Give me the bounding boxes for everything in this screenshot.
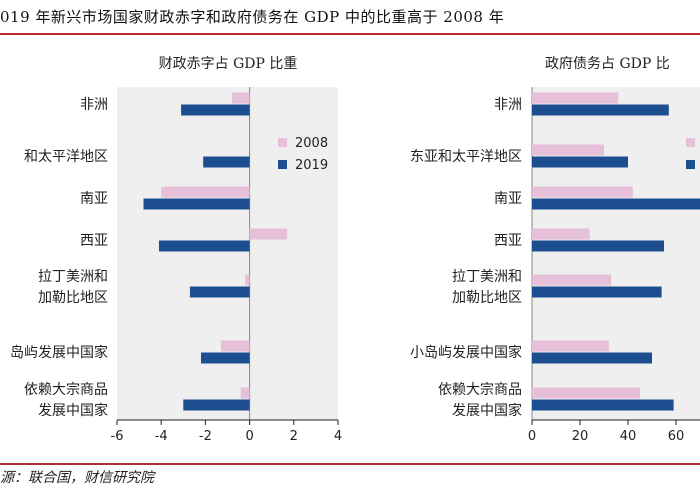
category-label: 非洲 — [80, 97, 108, 113]
bar-2019 — [532, 352, 652, 364]
category-label: 西亚 — [80, 233, 108, 249]
x-tick-label: 20 — [572, 429, 589, 444]
category-label: 东亚和太平洋地区 — [410, 149, 522, 165]
category-label: 南亚 — [80, 191, 108, 207]
bar-2008 — [532, 186, 633, 198]
bar-2008 — [532, 340, 609, 352]
bar-2019 — [532, 156, 628, 168]
bars-group — [532, 92, 700, 411]
legend-swatch-2008 — [278, 138, 287, 147]
category-label: 南亚 — [494, 191, 522, 207]
bar-2008 — [240, 387, 250, 399]
legend-label: 2008 — [295, 136, 328, 151]
bar-2008 — [220, 340, 250, 352]
bar-2019 — [203, 156, 250, 168]
chart-title: 财政赤字占 GDP 比重 — [159, 56, 298, 72]
bar-2019 — [200, 352, 250, 364]
plot-background — [117, 87, 338, 420]
bar-2008 — [532, 228, 590, 240]
legend-swatch-2019 — [278, 160, 287, 169]
category-label: 依赖大宗商品发展中国家 — [24, 382, 108, 419]
title-divider — [0, 33, 700, 35]
source-divider — [0, 463, 700, 465]
source-note: 源：联合国，财信研究院 — [0, 470, 154, 486]
bar-2008 — [532, 92, 619, 104]
x-tick-label: 40 — [620, 429, 637, 444]
x-tick-label: 60 — [668, 429, 685, 444]
x-tick-label: -2 — [199, 429, 212, 444]
bar-2019 — [532, 399, 674, 411]
category-label: 和太平洋地区 — [24, 149, 108, 165]
bar-2019 — [532, 286, 662, 298]
bar-2008 — [245, 274, 250, 286]
x-tick-label: 4 — [334, 429, 342, 444]
page-title: 019 年新兴市场国家财政赤字和政府债务在 GDP 中的比重高于 2008 年 — [0, 8, 505, 26]
x-tick-label: 0 — [528, 429, 536, 444]
chart-title: 政府债务占 GDP 比 — [545, 56, 670, 72]
bar-2019 — [158, 240, 250, 252]
bars-group — [143, 92, 288, 411]
debt-chart: 政府债务占 GDP 比非洲东亚和太平洋地区南亚西亚拉丁美洲和加勒比地区小岛屿发展… — [410, 56, 700, 444]
category-label: 拉丁美洲和加勒比地区 — [452, 269, 522, 306]
x-tick-label: -6 — [111, 429, 124, 444]
plot-background — [532, 87, 700, 420]
bar-2019 — [532, 198, 700, 210]
category-label: 西亚 — [494, 233, 522, 249]
bar-2008 — [532, 274, 612, 286]
legend-label: 2019 — [295, 158, 328, 173]
category-label: 小岛屿发展中国家 — [410, 344, 522, 361]
category-label: 非洲 — [494, 97, 522, 113]
bar-2019 — [143, 198, 250, 210]
bar-2008 — [161, 186, 250, 198]
x-tick-label: 2 — [290, 429, 298, 444]
bar-2008 — [532, 144, 604, 156]
category-label: 依赖大宗商品发展中国家 — [438, 382, 522, 419]
bar-2019 — [532, 104, 669, 116]
legend-swatch-2019 — [686, 160, 695, 169]
bar-2019 — [181, 104, 250, 116]
legend-swatch-2008 — [686, 138, 695, 147]
bar-2019 — [532, 240, 664, 252]
bar-2019 — [189, 286, 250, 298]
x-tick-label: 0 — [245, 429, 253, 444]
deficit-chart: 财政赤字占 GDP 比重非洲和太平洋地区南亚西亚拉丁美洲和加勒比地区岛屿发展中国… — [10, 56, 342, 444]
bar-2008 — [249, 228, 288, 240]
bar-2008 — [231, 92, 250, 104]
bar-2019 — [183, 399, 250, 411]
category-label: 拉丁美洲和加勒比地区 — [38, 269, 108, 306]
x-tick-label: -4 — [155, 429, 168, 444]
bar-2008 — [532, 387, 640, 399]
category-label: 岛屿发展中国家 — [10, 344, 108, 361]
